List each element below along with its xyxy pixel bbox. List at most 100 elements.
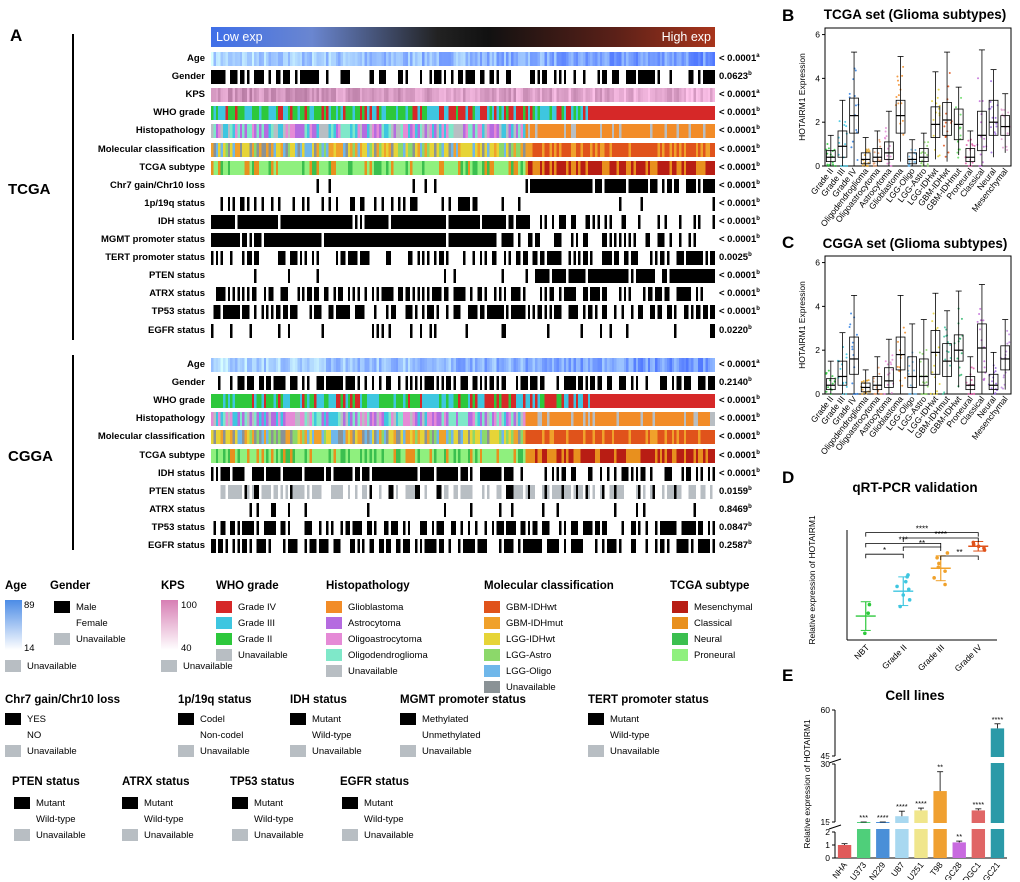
y-tick-label: 2 [815, 345, 820, 355]
data-point [937, 155, 940, 158]
y-tick-label: 15 [821, 817, 831, 827]
legend-gender-title: Gender [50, 580, 91, 592]
box [918, 148, 929, 163]
heatmap-row-strip [211, 160, 715, 175]
expression-gradient-bar: Low exp High exp [211, 27, 715, 47]
data-point [938, 382, 941, 385]
data-point [994, 132, 997, 135]
data-point [921, 151, 924, 154]
data-point [895, 584, 899, 589]
y-axis-label: Relative expression of HOTAIRM1 [802, 719, 812, 849]
data-point [1000, 108, 1003, 111]
heatmap-row-strip [211, 269, 715, 284]
box [872, 148, 883, 163]
legend-kps-title: KPS [161, 580, 185, 592]
row-pvalue: 0.8469b [719, 503, 752, 515]
data-point [970, 379, 973, 382]
data-point [973, 393, 976, 395]
plot-frame [824, 255, 1012, 395]
data-point [890, 392, 893, 395]
data-point [886, 373, 889, 376]
legend-item: Mutant [232, 796, 304, 810]
data-point [878, 140, 881, 143]
data-point [931, 320, 934, 323]
row-pvalue: < 0.0001b [719, 395, 760, 407]
legend-item: Unavailable [326, 664, 428, 678]
data-point [938, 154, 941, 157]
heatmap-row-strip [211, 358, 715, 372]
heatmap-row-strip [211, 214, 715, 229]
row-label: WHO grade [153, 107, 205, 119]
data-point [938, 104, 941, 107]
data-point [945, 112, 948, 115]
heatmap-row-strip [211, 484, 715, 499]
data-point [932, 312, 935, 315]
legend-kps-min: 40 [181, 643, 192, 654]
panel-label-c: C [782, 233, 795, 252]
data-point [866, 379, 869, 382]
legend-item: Unavailable [290, 744, 362, 758]
legend-item: Glioblastoma [326, 600, 428, 614]
data-point [840, 165, 843, 167]
data-point [929, 392, 932, 395]
significance-label: ** [937, 763, 943, 772]
data-point [884, 360, 887, 363]
qrtpcr-scatter: Relative expression of HOTAIRM1 NBT Grade … [807, 515, 997, 673]
box [977, 110, 987, 152]
data-point [891, 354, 894, 357]
row-label: TCGA subtype [139, 449, 205, 461]
bar [876, 822, 890, 858]
box [872, 376, 883, 391]
data-point [937, 561, 941, 566]
data-point [831, 375, 834, 378]
significance-bracket [865, 532, 979, 537]
row-label: Histopathology [135, 125, 205, 137]
y-axis-label: HOTAIRM1 Expression [797, 281, 807, 369]
heatmap-row-strip [211, 106, 715, 121]
row-label: MGMT promoter status [101, 234, 205, 245]
data-point [902, 65, 905, 68]
legend-item: Neural [672, 632, 753, 646]
data-point [863, 154, 866, 157]
data-point [845, 353, 848, 356]
row-label: Molecular classification [97, 143, 205, 155]
data-point [943, 326, 946, 329]
data-point [825, 390, 828, 393]
row-label: Gender [171, 71, 205, 83]
row-pvalue: 0.0847b [719, 521, 752, 534]
data-point [903, 579, 908, 584]
box [1000, 115, 1011, 136]
data-point [866, 611, 870, 616]
data-point [826, 142, 829, 145]
data-point [862, 380, 865, 383]
data-point [927, 141, 930, 144]
bar [856, 822, 871, 858]
significance-label: **** [915, 799, 927, 808]
category-label: U251 [905, 860, 926, 880]
heatmap-row-strip [211, 323, 715, 338]
heatmap-row-strip [211, 376, 715, 391]
heatmap-row-strip [211, 52, 715, 66]
row-pvalue: 0.0220b [719, 324, 752, 336]
legend-item: Unavailable [216, 648, 288, 662]
data-point [945, 551, 950, 555]
data-point [845, 385, 848, 388]
data-point [931, 371, 934, 374]
data-point [947, 151, 950, 154]
row-label: Molecular classification [97, 431, 205, 443]
data-point [834, 165, 837, 167]
data-point [949, 364, 952, 367]
category-label: T98 [928, 860, 945, 878]
legend-item: Mutant [342, 796, 414, 810]
data-point [990, 105, 993, 108]
data-point [1000, 138, 1003, 141]
data-point [891, 358, 894, 361]
significance-label: *** [859, 813, 868, 822]
data-point [884, 130, 887, 133]
data-point [945, 328, 948, 331]
box [837, 130, 848, 158]
data-point [875, 165, 878, 167]
data-point [851, 140, 854, 143]
data-point [960, 317, 963, 320]
